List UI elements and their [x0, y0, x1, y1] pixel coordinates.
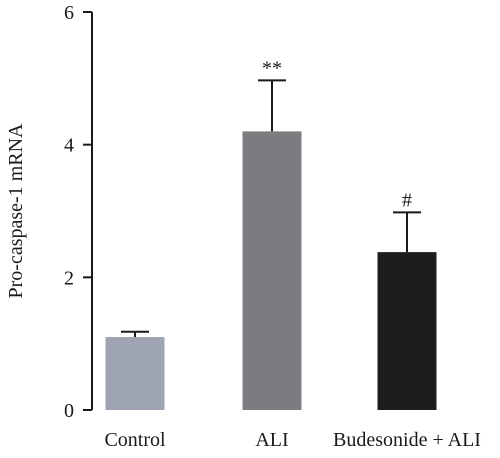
bars: [105, 131, 437, 410]
bar: [242, 131, 302, 410]
y-axis-ticks: 0 2 4 6: [64, 2, 92, 422]
bar: [105, 337, 165, 410]
significance-annotations: ** #: [262, 57, 412, 211]
y-tick-label: 6: [64, 2, 74, 24]
bar: [377, 252, 437, 410]
y-axis-label: Pro-caspase-1 mRNA: [5, 123, 27, 299]
significance-marker: **: [262, 57, 282, 79]
y-tick-label: 0: [64, 400, 74, 422]
x-tick-label: ALI: [255, 429, 288, 451]
y-tick-label: 2: [64, 267, 74, 289]
x-tick-label: Control: [104, 429, 166, 451]
x-tick-label: Budesonide + ALI: [333, 429, 481, 451]
significance-marker: #: [402, 189, 412, 211]
x-axis-tick-labels: Control ALI Budesonide + ALI: [104, 429, 481, 451]
y-tick-label: 4: [64, 135, 74, 157]
error-bars: [121, 79, 421, 338]
